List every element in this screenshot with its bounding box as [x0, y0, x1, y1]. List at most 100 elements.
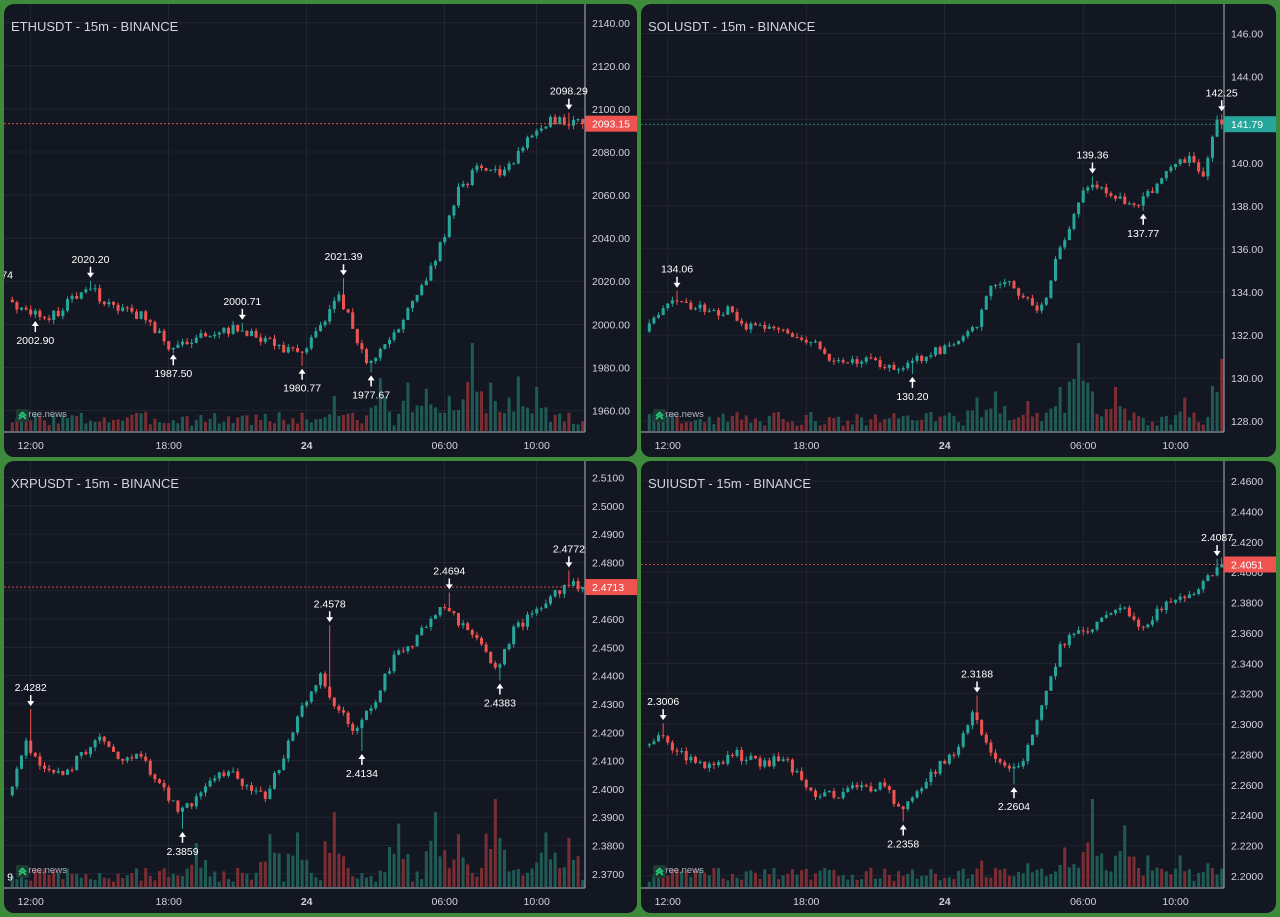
volume-bar [647, 414, 651, 431]
candle-body [84, 289, 88, 293]
candle [998, 757, 1002, 765]
candlestick-chart-xrpusdt[interactable]: 2.37002.38002.39002.40002.41002.42002.43… [4, 461, 637, 913]
candle-body [420, 285, 424, 296]
y-tick-label: 134.00 [1231, 287, 1263, 299]
candle [558, 115, 562, 125]
candle [286, 738, 290, 763]
candle [93, 284, 97, 293]
candle [1183, 595, 1187, 602]
candle [957, 744, 961, 758]
candle-body [864, 785, 868, 787]
candle [1063, 642, 1067, 649]
volume-bar [24, 414, 28, 431]
volume-bar [1201, 871, 1205, 887]
volume-bar [1109, 871, 1113, 887]
candle-body [47, 318, 51, 320]
volume-bar [544, 407, 548, 431]
candle-body [933, 347, 938, 356]
candle [1160, 177, 1164, 185]
volume-bar [176, 423, 180, 431]
candle [1201, 579, 1205, 593]
candle-body [1127, 607, 1131, 617]
candle [841, 357, 845, 365]
price-annotation: 2.4134 [346, 753, 378, 780]
volume-bar [758, 878, 762, 887]
candle [1187, 590, 1191, 599]
candles [647, 114, 1224, 374]
candle-body [323, 673, 327, 687]
volume-bar [525, 872, 530, 887]
volume-bar [70, 873, 74, 887]
candle [102, 300, 106, 307]
volume-bar [980, 417, 984, 431]
candle-body [19, 307, 24, 310]
candle [887, 364, 891, 372]
candle-body [933, 771, 938, 774]
volume-bar [933, 421, 938, 431]
candle [1053, 663, 1058, 680]
candle [148, 318, 152, 327]
volume-bar [323, 417, 327, 431]
volume-bar [703, 872, 707, 887]
candle [698, 760, 702, 765]
candle-body [52, 310, 56, 320]
candle [993, 749, 998, 763]
candle-body [98, 288, 102, 302]
volume-bar [498, 412, 502, 431]
candle-body [675, 750, 679, 752]
volume-bar [933, 873, 938, 887]
volume-bar [657, 416, 661, 431]
candle [341, 706, 346, 716]
candle [1201, 167, 1205, 178]
candle-body [282, 758, 286, 771]
candlestick-chart-suiusdt[interactable]: 2.20002.22002.24002.26002.28002.30002.32… [641, 461, 1276, 913]
chart-title: SOLUSDT - 15m - BINANCE [648, 19, 816, 34]
candlestick-chart-ethusdt[interactable]: 1960.001980.002000.002020.002040.002060.… [4, 4, 637, 457]
annotation-label: 2.2604 [998, 801, 1030, 813]
candle [351, 308, 355, 329]
y-tick-label: 2.2400 [1231, 810, 1263, 822]
candle [489, 651, 493, 665]
chart-panel-xrpusdt[interactable]: 2.3700 2.3800 2.3900 2.4000 2.4100 2.4200 2.43… [4, 461, 637, 913]
candle-body [984, 734, 988, 743]
candle-body [525, 137, 530, 148]
candle-body [1044, 690, 1048, 706]
candle-body [1160, 608, 1164, 610]
volume-bar [84, 423, 88, 431]
volume-bar [887, 874, 891, 887]
chart-panel-suiusdt[interactable]: 2.2000 2.2200 2.2400 2.2600 2.2800 2.3000 2.32… [641, 461, 1276, 913]
volume-bar [456, 410, 461, 431]
candle-body [144, 311, 148, 321]
candle-body [961, 733, 965, 747]
candle [1058, 245, 1062, 260]
volume-bar [383, 872, 387, 887]
arrow-down-icon [565, 562, 573, 568]
candle-body [245, 330, 249, 336]
candle [47, 764, 51, 773]
candle-body [392, 654, 396, 672]
price-annotation: 2.4087 [1201, 532, 1233, 557]
candles [10, 112, 585, 373]
chart-panel-ethusdt[interactable]: 1960.00 1980.00 2000.00 2020.00 2040.00 2060.… [4, 4, 637, 457]
candle-body [337, 294, 341, 301]
volume-bar [1169, 874, 1173, 887]
candle-body [139, 753, 143, 757]
candle [1090, 176, 1094, 191]
volume-bar [721, 413, 725, 431]
chart-panel-solusdt[interactable]: 128.00 130.00 132.00 134.00 136.00 138.00 140.… [641, 4, 1276, 457]
candle [355, 328, 359, 346]
volume-bar [429, 840, 433, 887]
candle-body [1146, 191, 1150, 197]
candle [1086, 627, 1090, 635]
candle [47, 314, 51, 323]
candlestick-chart-solusdt[interactable]: 128.00130.00132.00134.00136.00138.00140.… [641, 4, 1276, 457]
candle [535, 128, 539, 139]
volume-bar [970, 410, 974, 431]
candle-body [767, 326, 771, 329]
candle-body [263, 338, 267, 342]
candle-body [657, 315, 661, 318]
volume-bar [300, 859, 304, 887]
candle-body [199, 792, 203, 797]
candle-body [125, 757, 129, 761]
volume-bar [961, 425, 965, 431]
